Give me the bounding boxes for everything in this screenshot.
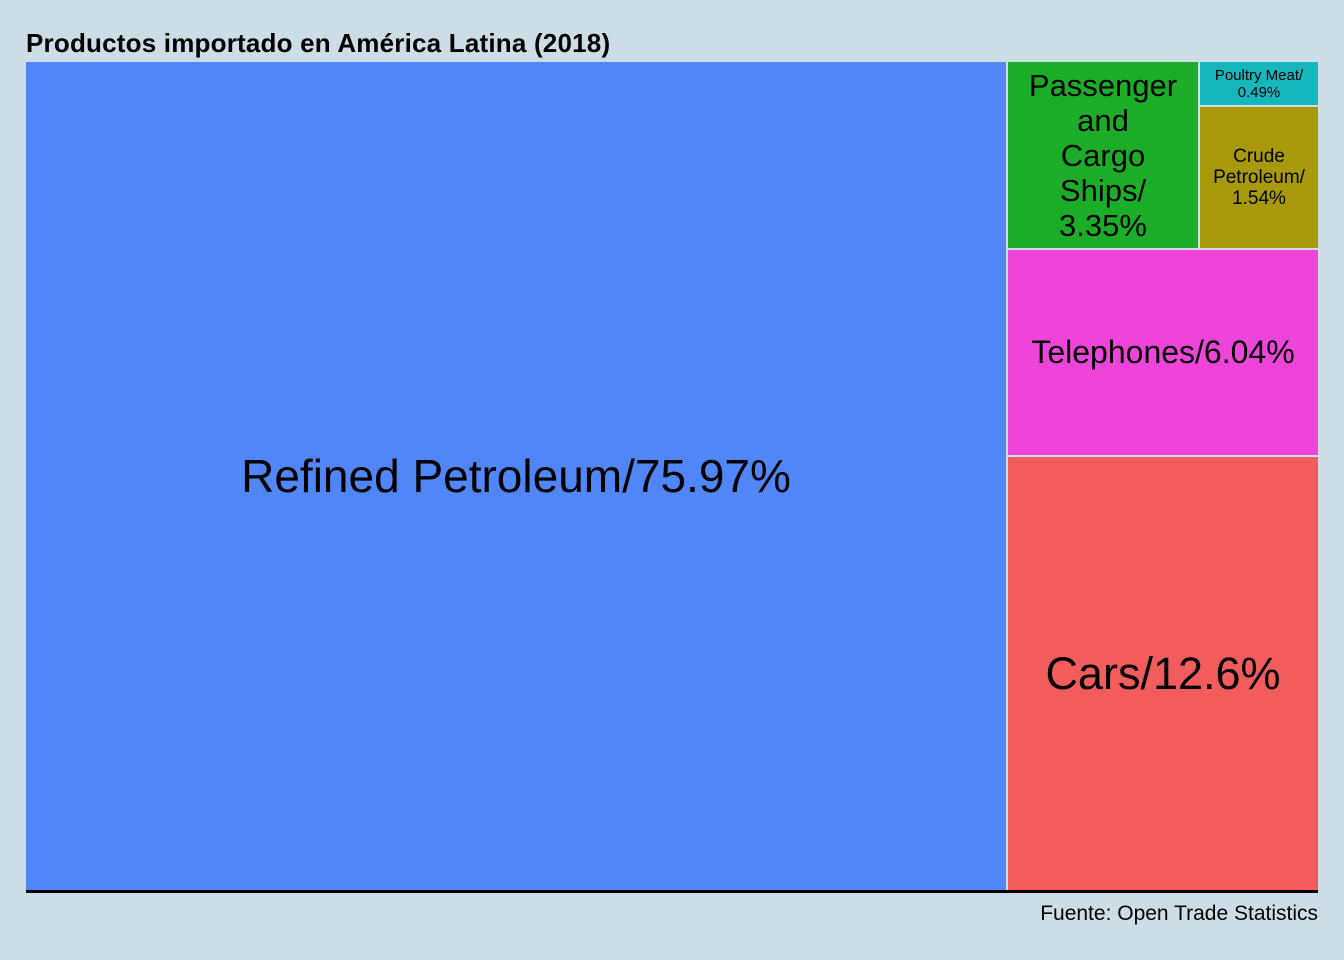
treemap-tile-telephones[interactable]: Telephones/6.04%	[1008, 250, 1318, 455]
baseline-rule	[26, 890, 1318, 893]
treemap-tile-refined-petroleum[interactable]: Refined Petroleum/75.97%	[26, 62, 1006, 890]
tile-label-telephones: Telephones/6.04%	[1031, 334, 1295, 370]
tile-label-crude-petroleum: Crude Petroleum/ 1.54%	[1213, 146, 1305, 209]
chart-title: Productos importado en América Latina (2…	[26, 28, 611, 58]
treemap: Refined Petroleum/75.97% Passenger and C…	[26, 62, 1318, 890]
treemap-tile-cars[interactable]: Cars/12.6%	[1008, 457, 1318, 890]
treemap-tile-poultry-meat[interactable]: Poultry Meat/ 0.49%	[1200, 62, 1318, 105]
tile-label-refined-petroleum: Refined Petroleum/75.97%	[241, 450, 791, 502]
tile-label-cars: Cars/12.6%	[1045, 647, 1281, 699]
source-caption: Fuente: Open Trade Statistics	[1040, 902, 1318, 925]
tile-label-passenger-cargo-ships: Passenger and Cargo Ships/ 3.35%	[1028, 67, 1178, 243]
treemap-tile-crude-petroleum[interactable]: Crude Petroleum/ 1.54%	[1200, 107, 1318, 248]
treemap-tile-passenger-cargo-ships[interactable]: Passenger and Cargo Ships/ 3.35%	[1008, 62, 1198, 248]
tile-label-poultry-meat: Poultry Meat/ 0.49%	[1214, 66, 1304, 101]
